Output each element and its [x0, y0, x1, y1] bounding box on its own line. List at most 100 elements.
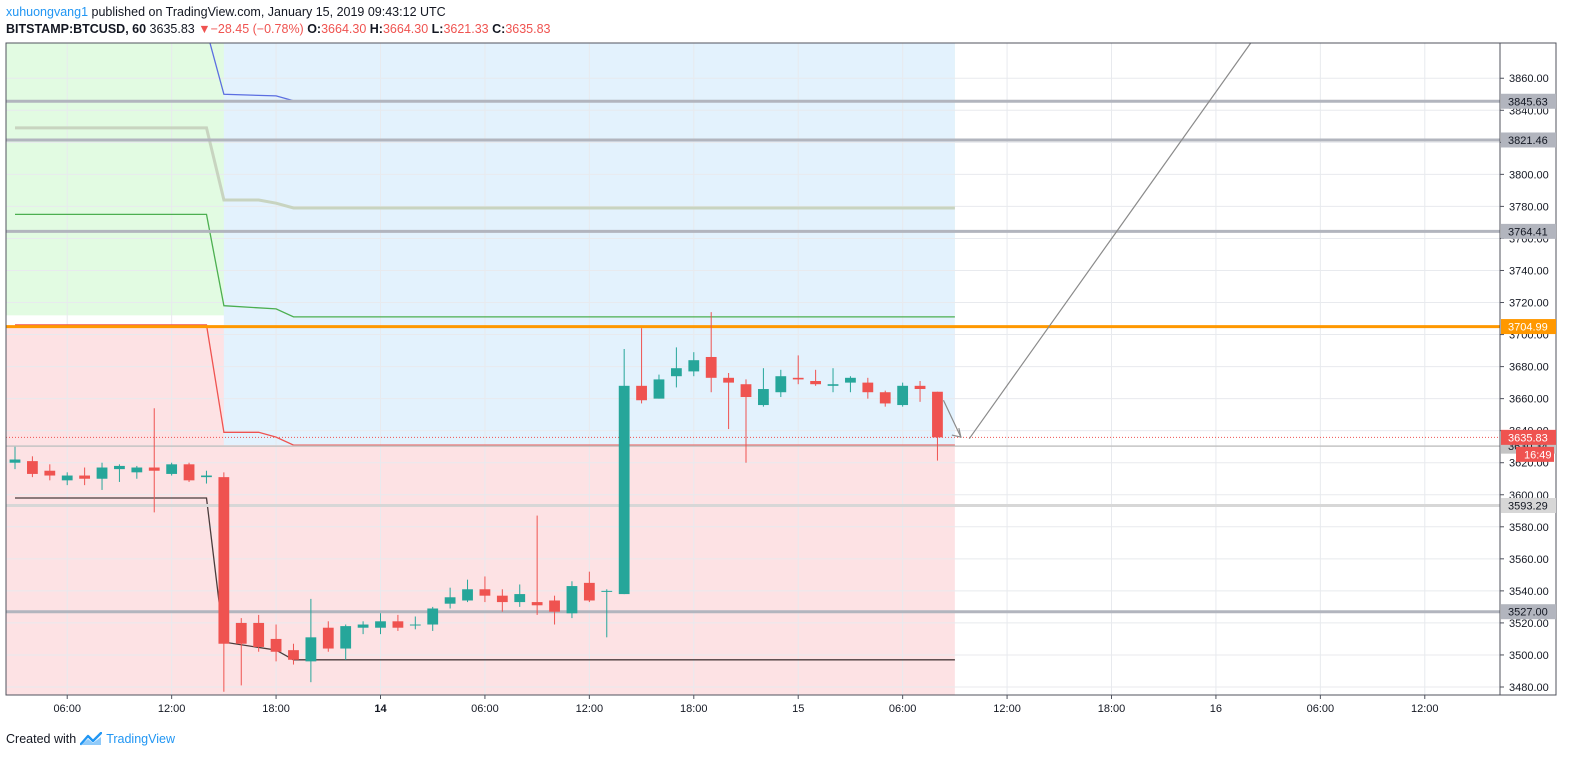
candle-body: [636, 385, 647, 401]
candle-body: [897, 385, 909, 406]
y-tick-label: 3680.00: [1509, 362, 1549, 374]
down-arrow-icon: ▼: [198, 22, 211, 36]
ohlc-line: BITSTAMP:BTCUSD, 60 3635.83 ▼−28.45 (−0.…: [6, 21, 906, 38]
level-label: 3764.41: [1508, 226, 1548, 238]
candle-body: [409, 624, 421, 626]
candle-body: [392, 621, 404, 628]
candle-body: [514, 594, 526, 603]
candle-body: [758, 389, 769, 406]
candle-body: [688, 360, 700, 372]
level-label-bg: [1501, 498, 1556, 514]
x-tick-label: 12:00: [158, 703, 186, 715]
candle-body: [305, 637, 317, 662]
tradingview-logo-icon: [80, 732, 103, 746]
chart-frame: [5, 42, 1557, 696]
low-value: 3621.33: [443, 22, 489, 36]
author-link[interactable]: xuhuongvang1: [6, 5, 89, 19]
candle-body: [253, 622, 265, 647]
x-tick-label: 14: [374, 703, 387, 715]
level-label: 3593.29: [1508, 501, 1548, 513]
level-label: 3845.63: [1508, 96, 1548, 108]
candle-body: [618, 385, 630, 595]
x-tick-label: 18:00: [1098, 703, 1126, 715]
level-label-bg: [1501, 604, 1556, 620]
footer: Created with TradingView: [6, 732, 175, 746]
countdown-label: 16:49: [1524, 449, 1552, 461]
candle-body: [479, 589, 491, 596]
candle-body: [166, 464, 178, 474]
close-value: 3635.83: [505, 22, 551, 36]
publish-line: xuhuongvang1 published on TradingView.co…: [6, 4, 906, 21]
level-label-bg: [1501, 93, 1556, 109]
candle-body: [375, 621, 386, 628]
x-tick-label: 12:00: [576, 703, 604, 715]
candle-body: [827, 384, 839, 386]
candle-body: [566, 586, 578, 614]
candle-body: [496, 595, 508, 603]
y-tick-label: 3480.00: [1509, 682, 1549, 694]
candle-body: [340, 626, 352, 649]
candle-body: [810, 381, 822, 385]
price-chart[interactable]: 3480.00 3500.00 3520.00 3540.00 3560.00 3580.…: [0, 38, 1577, 728]
y-tick-label: 3560.00: [1509, 554, 1549, 566]
candle-body: [235, 622, 247, 644]
projection-arrow: [942, 399, 962, 438]
candle-body: [549, 600, 560, 612]
candle-body: [670, 368, 682, 377]
countdown-bg: [1516, 446, 1554, 462]
candle-body: [148, 467, 160, 471]
y-tick-label: 3860.00: [1509, 73, 1549, 85]
candle-body: [288, 650, 299, 660]
candle-body: [79, 475, 91, 479]
plot-area: [6, 43, 1500, 695]
last-price-label-bg: [1501, 429, 1556, 445]
close-label: C:: [492, 22, 506, 36]
candle-body: [183, 464, 195, 481]
candle-body: [322, 627, 334, 649]
tradingview-brand-link[interactable]: TradingView: [106, 732, 175, 746]
x-tick-label: 18:00: [262, 703, 290, 715]
x-tick-label: 18:00: [680, 703, 708, 715]
y-tick-label: 3500.00: [1509, 650, 1549, 662]
candle-body: [201, 475, 212, 478]
high-label: H:: [369, 22, 383, 36]
candle-body: [462, 589, 473, 601]
y-tick-label: 3540.00: [1509, 586, 1549, 598]
candle-body: [9, 459, 21, 463]
projection-line: [968, 43, 1252, 440]
candle-body: [932, 391, 943, 438]
open-label: O:: [307, 22, 322, 36]
candle-body: [531, 602, 543, 606]
x-tick-label: 06:00: [471, 703, 499, 715]
publish-info: published on TradingView.com, January 15…: [91, 5, 446, 19]
candle-body: [96, 467, 108, 479]
y-tick-label: 3720.00: [1509, 298, 1549, 310]
candle-body: [601, 590, 613, 592]
level-label: 3821.46: [1508, 135, 1548, 147]
candle-body: [792, 377, 804, 380]
candle-body: [427, 608, 439, 625]
candle-body: [723, 377, 734, 383]
candle-body: [357, 624, 369, 628]
candle-body: [775, 376, 787, 393]
x-tick-label: 06:00: [1307, 703, 1335, 715]
candle-body: [653, 379, 665, 399]
candle-body: [61, 475, 73, 481]
last-price: 3635.83: [149, 22, 195, 36]
indicator-line: [15, 126, 955, 210]
chart-header: xuhuongvang1 published on TradingView.co…: [6, 4, 906, 38]
x-tick-label: 06:00: [53, 703, 81, 715]
last-price-label: 3635.83: [1508, 432, 1548, 444]
y-tick-label: 3740.00: [1509, 265, 1549, 277]
candle-body: [444, 597, 456, 604]
symbol-label: BITSTAMP:BTCUSD, 60: [6, 22, 147, 36]
high-value: 3664.30: [382, 22, 429, 36]
x-tick-label: 16: [1210, 703, 1222, 715]
x-tick-label: 12:00: [993, 703, 1021, 715]
candle-body: [270, 638, 282, 652]
projection-arrow-head: [951, 427, 962, 438]
y-tick-label: 3660.00: [1509, 394, 1549, 406]
candle-body: [131, 467, 143, 473]
x-tick-label: 15: [792, 703, 804, 715]
level-label: 3527.00: [1508, 607, 1548, 619]
